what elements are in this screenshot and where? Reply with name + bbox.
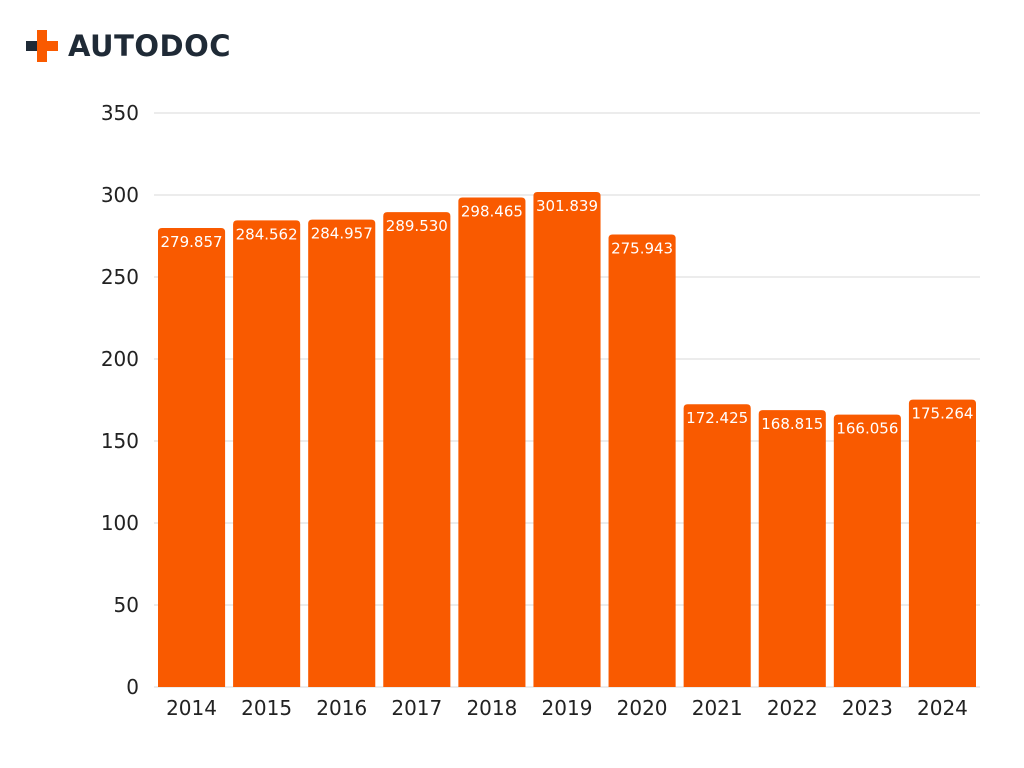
bar-2014 (158, 228, 226, 687)
plus-icon (26, 30, 58, 62)
data-label: 298.465 (461, 203, 523, 221)
y-tick-label: 50 (114, 593, 139, 617)
x-tick-label: 2016 (316, 696, 367, 720)
bar-2020 (608, 234, 676, 687)
brand-name: AUTODOC (68, 29, 232, 63)
x-tick-label: 2017 (391, 696, 442, 720)
x-tick-label: 2015 (241, 696, 292, 720)
y-tick-label: 250 (101, 265, 139, 289)
data-label: 172.425 (686, 409, 748, 427)
y-tick-label: 300 (101, 183, 139, 207)
data-label: 168.815 (761, 415, 823, 433)
data-label: 275.943 (611, 239, 673, 257)
data-label: 175.264 (911, 405, 973, 423)
x-tick-label: 2020 (617, 696, 668, 720)
y-tick-label: 350 (101, 101, 139, 125)
data-label: 301.839 (536, 197, 598, 215)
data-label: 284.957 (311, 225, 373, 243)
x-tick-label: 2014 (166, 696, 217, 720)
x-tick-label: 2023 (842, 696, 893, 720)
bar-2016 (308, 219, 376, 687)
x-tick-label: 2024 (917, 696, 968, 720)
x-tick-label: 2021 (692, 696, 743, 720)
x-tick-label: 2022 (767, 696, 818, 720)
data-label: 166.056 (836, 420, 898, 438)
y-tick-label: 0 (126, 675, 139, 699)
data-label: 284.562 (236, 225, 298, 243)
bar-2023 (833, 414, 901, 687)
bar-2019 (533, 191, 601, 687)
data-label: 279.857 (161, 233, 223, 251)
bar-2024 (908, 399, 976, 687)
y-tick-label: 200 (101, 347, 139, 371)
x-tick-label: 2019 (542, 696, 593, 720)
bar-2017 (383, 212, 451, 687)
bar-2021 (683, 404, 751, 687)
y-tick-label: 150 (101, 429, 139, 453)
bar-2015 (233, 220, 301, 688)
brand-logo: AUTODOC (26, 28, 231, 64)
x-tick-label: 2018 (466, 696, 517, 720)
bar-2018 (458, 197, 526, 687)
data-label: 289.530 (386, 217, 448, 235)
bar-2022 (758, 410, 826, 687)
y-tick-label: 100 (101, 511, 139, 535)
